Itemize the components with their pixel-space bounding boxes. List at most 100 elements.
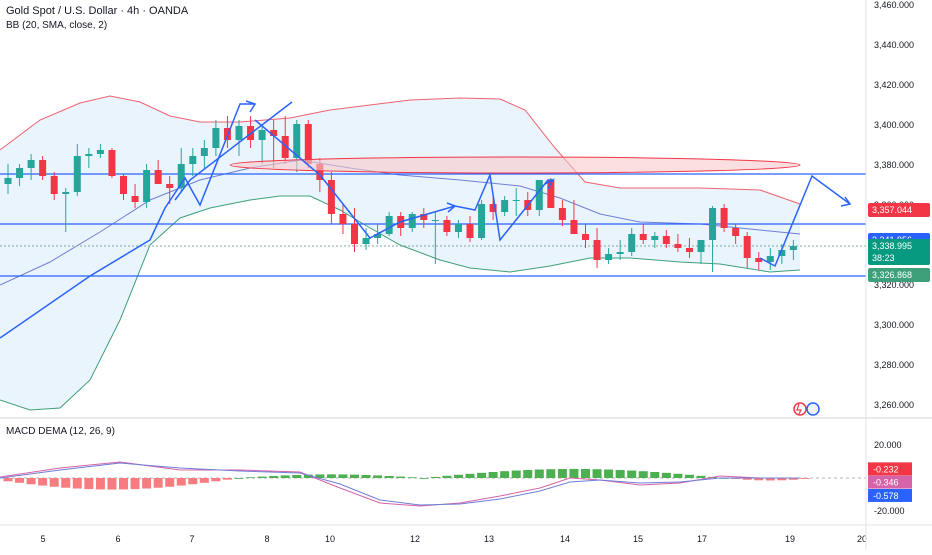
macd-histogram-bar xyxy=(765,478,775,481)
macd-histogram-bar xyxy=(119,478,128,490)
candle-body xyxy=(605,254,613,260)
macd-value-box xyxy=(868,475,912,489)
macd-histogram-bar xyxy=(338,474,348,478)
macd-histogram-bar xyxy=(581,468,590,478)
macd-tick-label: 20.000 xyxy=(874,440,902,450)
candle-body xyxy=(743,236,751,258)
bb-indicator-label[interactable]: BB (20, SMA, close, 2) xyxy=(6,20,108,31)
macd-histogram-bar xyxy=(130,478,140,490)
lower-band-price-label-box xyxy=(868,268,930,282)
macd-value-label: -0.578 xyxy=(873,491,899,501)
macd-histogram-bar xyxy=(604,469,614,478)
candle-body xyxy=(281,136,289,158)
macd-histogram-bar xyxy=(684,474,694,478)
lightning-icon-bolt xyxy=(796,403,802,415)
macd-histogram-bar xyxy=(661,472,671,478)
macd-histogram-bar xyxy=(257,476,267,478)
chart-title: Gold Spot / U.S. Dollar · 4h · OANDA xyxy=(6,5,189,17)
macd-histogram-bar xyxy=(546,469,556,478)
macd-histogram-bar xyxy=(153,478,163,488)
macd-histogram-bar xyxy=(650,471,660,478)
time-axis: 5 6 7 8 10 12 13 14 15 17 19 20 xyxy=(40,534,867,544)
price-tick-label: 3,400.000 xyxy=(874,120,914,130)
signal-line xyxy=(0,462,800,506)
candle-body xyxy=(616,252,624,254)
macd-histogram-bar xyxy=(165,478,175,487)
candle-body xyxy=(200,148,208,156)
macd-histogram-bar xyxy=(199,478,209,483)
bb-fill xyxy=(0,96,800,410)
macd-pane xyxy=(0,461,866,507)
macd-histogram-bar xyxy=(627,470,637,478)
bb-lower-line xyxy=(0,195,801,411)
macd-histogram-bar xyxy=(188,478,198,485)
lower-band-price-label: 3,326.868 xyxy=(872,270,912,280)
candle-body xyxy=(755,258,763,262)
time-tick-label: 10 xyxy=(325,534,335,544)
time-tick-label: 13 xyxy=(484,534,494,544)
candle-body xyxy=(189,156,197,164)
candle-body xyxy=(362,238,370,244)
macd-histogram-bar xyxy=(361,474,371,478)
candle-body xyxy=(420,214,428,220)
macd-histogram-bar xyxy=(315,474,325,478)
current-price-box xyxy=(868,239,930,265)
macd-histogram-bar xyxy=(557,468,567,478)
candle-body xyxy=(732,228,740,236)
macd-histogram-bar xyxy=(269,475,279,478)
price-tick-label: 3,260.000 xyxy=(874,400,914,410)
macd-histogram-bar xyxy=(222,478,232,480)
macd-histogram-bar xyxy=(742,478,752,480)
time-tick-label: 12 xyxy=(410,534,420,544)
macd-histogram-bar xyxy=(107,478,117,490)
candle-body xyxy=(154,170,162,184)
macd-histogram-bar xyxy=(777,478,787,481)
countdown-label: 38:23 xyxy=(872,253,895,263)
drawn-trend-line xyxy=(0,103,255,339)
macd-histogram-bar xyxy=(523,469,533,478)
candle-body xyxy=(258,130,266,140)
macd-histogram-bar xyxy=(72,478,82,489)
macd-histogram-bar xyxy=(673,473,683,478)
upper-band-price-label: 3,357.044 xyxy=(872,205,912,215)
macd-histogram-bar xyxy=(477,472,487,478)
macd-histogram-bar xyxy=(15,478,25,483)
candle-body xyxy=(501,200,509,212)
arrow-head xyxy=(544,178,555,190)
candle-body xyxy=(454,224,462,232)
candle-body xyxy=(408,214,416,228)
current-price-label: 3,338.995 xyxy=(872,241,912,251)
candles xyxy=(4,116,797,272)
macd-histogram-bar xyxy=(511,470,521,478)
time-tick-label: 19 xyxy=(785,534,795,544)
macd-histogram-bar xyxy=(453,474,463,478)
macd-histogram-bar xyxy=(176,478,186,486)
candle-body xyxy=(466,224,474,238)
macd-tick-label: -20.000 xyxy=(874,506,905,516)
candle-body xyxy=(628,234,636,252)
macd-line xyxy=(0,461,800,507)
time-tick-label: 7 xyxy=(189,534,194,544)
candle-body xyxy=(27,160,35,168)
macd-histogram-bar xyxy=(800,478,810,479)
candle-body xyxy=(478,204,486,238)
flag-icon xyxy=(806,402,820,416)
macd-histogram-bar xyxy=(788,478,798,480)
candle-body xyxy=(662,236,670,244)
macd-indicator-label[interactable]: MACD DEMA (12, 26, 9) xyxy=(6,426,115,437)
macd-value-box xyxy=(868,488,912,502)
macd-histogram-bar xyxy=(534,469,544,478)
price-tick-label: 3,420.000 xyxy=(874,80,914,90)
price-tick-label: 3,280.000 xyxy=(874,360,914,370)
candle-body xyxy=(443,220,451,232)
candle-body xyxy=(789,246,797,250)
candle-body xyxy=(651,236,659,240)
candle-body xyxy=(674,244,682,248)
resistance-ellipse xyxy=(229,156,801,174)
time-tick-label: 5 xyxy=(40,534,45,544)
candle-body xyxy=(293,124,301,158)
candle-body xyxy=(385,216,393,234)
macd-histogram-bar xyxy=(280,475,290,478)
candle-body xyxy=(131,196,139,202)
